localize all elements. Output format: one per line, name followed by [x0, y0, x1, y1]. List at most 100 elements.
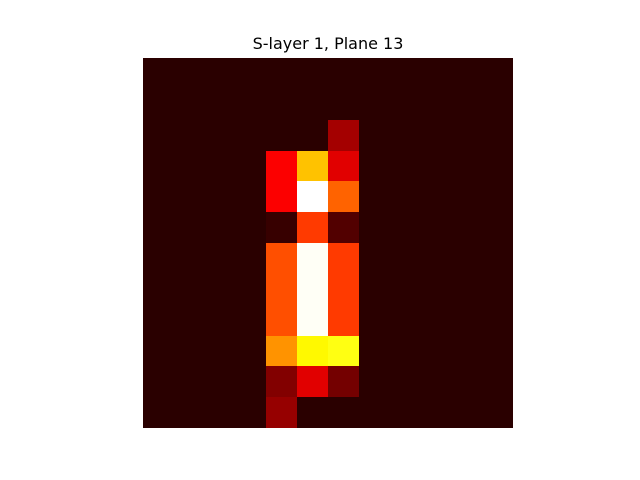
- heatmap-cell: [143, 58, 174, 89]
- heatmap-cell: [266, 243, 297, 274]
- heatmap-cell: [390, 274, 421, 305]
- heatmap-cell: [451, 243, 482, 274]
- heatmap-cell: [236, 58, 266, 89]
- heatmap-cell: [359, 274, 390, 305]
- heatmap-cell: [205, 89, 236, 120]
- heatmap-cell: [359, 120, 390, 151]
- heatmap-cell: [328, 397, 359, 428]
- heatmap-cell: [266, 151, 297, 181]
- heatmap-cell: [451, 58, 482, 89]
- heatmap-cell: [143, 366, 174, 397]
- heatmap-cell: [297, 120, 328, 151]
- heatmap-cell: [297, 336, 328, 366]
- heatmap-cell: [266, 120, 297, 151]
- heatmap-cell: [174, 305, 205, 336]
- heatmap-cell: [482, 212, 513, 243]
- heatmap-cell: [174, 397, 205, 428]
- heatmap-cell: [266, 274, 297, 305]
- heatmap-cell: [297, 397, 328, 428]
- heatmap-cell: [328, 305, 359, 336]
- heatmap-cell: [236, 243, 266, 274]
- heatmap-cell: [451, 120, 482, 151]
- heatmap-cell: [482, 274, 513, 305]
- heatmap-cell: [359, 151, 390, 181]
- heatmap-cell: [297, 181, 328, 212]
- heatmap-cell: [328, 274, 359, 305]
- heatmap-cell: [390, 397, 421, 428]
- heatmap-cell: [451, 336, 482, 366]
- heatmap-cell: [266, 305, 297, 336]
- heatmap-cell: [174, 212, 205, 243]
- heatmap-cell: [297, 58, 328, 89]
- heatmap-cell: [205, 243, 236, 274]
- heatmap-cell: [359, 181, 390, 212]
- heatmap-cell: [421, 151, 451, 181]
- heatmap-cell: [451, 181, 482, 212]
- heatmap-cell: [390, 181, 421, 212]
- heatmap-cell: [359, 243, 390, 274]
- heatmap-cell: [421, 89, 451, 120]
- heatmap-cell: [328, 120, 359, 151]
- heatmap-cell: [266, 89, 297, 120]
- heatmap-cell: [143, 397, 174, 428]
- heatmap-cell: [451, 305, 482, 336]
- heatmap-cell: [174, 120, 205, 151]
- heatmap-cell: [482, 243, 513, 274]
- heatmap-cell: [174, 89, 205, 120]
- heatmap-cell: [143, 274, 174, 305]
- heatmap-cell: [328, 151, 359, 181]
- heatmap-cell: [174, 181, 205, 212]
- heatmap-cell: [328, 89, 359, 120]
- heatmap-cell: [205, 397, 236, 428]
- heatmap-cell: [421, 212, 451, 243]
- heatmap-cell: [266, 397, 297, 428]
- heatmap-cell: [143, 120, 174, 151]
- heatmap-cell: [236, 305, 266, 336]
- heatmap-cell: [421, 336, 451, 366]
- heatmap-cell: [421, 58, 451, 89]
- heatmap-cell: [174, 243, 205, 274]
- heatmap-cell: [482, 120, 513, 151]
- heatmap-cell: [390, 305, 421, 336]
- heatmap-cell: [328, 366, 359, 397]
- heatmap-cell: [297, 89, 328, 120]
- heatmap-cell: [328, 336, 359, 366]
- heatmap-cell: [205, 58, 236, 89]
- heatmap-cell: [390, 336, 421, 366]
- heatmap-cell: [359, 397, 390, 428]
- heatmap-cell: [174, 274, 205, 305]
- heatmap-cell: [359, 336, 390, 366]
- heatmap-cell: [297, 305, 328, 336]
- heatmap-cell: [266, 58, 297, 89]
- heatmap-cell: [266, 366, 297, 397]
- heatmap-cell: [205, 366, 236, 397]
- heatmap-cell: [266, 181, 297, 212]
- heatmap-cell: [143, 212, 174, 243]
- heatmap-cell: [482, 151, 513, 181]
- heatmap-cell: [205, 181, 236, 212]
- heatmap-cell: [482, 305, 513, 336]
- heatmap-cell: [297, 243, 328, 274]
- heatmap-cell: [451, 274, 482, 305]
- heatmap-cell: [359, 89, 390, 120]
- heatmap-cell: [143, 89, 174, 120]
- heatmap-cell: [451, 366, 482, 397]
- heatmap-cell: [297, 212, 328, 243]
- heatmap-cell: [390, 58, 421, 89]
- heatmap-cell: [359, 58, 390, 89]
- heatmap-cell: [143, 151, 174, 181]
- heatmap-cell: [390, 366, 421, 397]
- heatmap-cell: [236, 366, 266, 397]
- heatmap-cell: [328, 181, 359, 212]
- heatmap-cell: [482, 366, 513, 397]
- heatmap-cell: [359, 212, 390, 243]
- heatmap-cell: [143, 336, 174, 366]
- heatmap-cell: [421, 366, 451, 397]
- heatmap-cell: [205, 120, 236, 151]
- heatmap-cell: [482, 89, 513, 120]
- heatmap-cell: [451, 151, 482, 181]
- heatmap-cell: [174, 151, 205, 181]
- heatmap-cell: [143, 305, 174, 336]
- heatmap-cell: [297, 366, 328, 397]
